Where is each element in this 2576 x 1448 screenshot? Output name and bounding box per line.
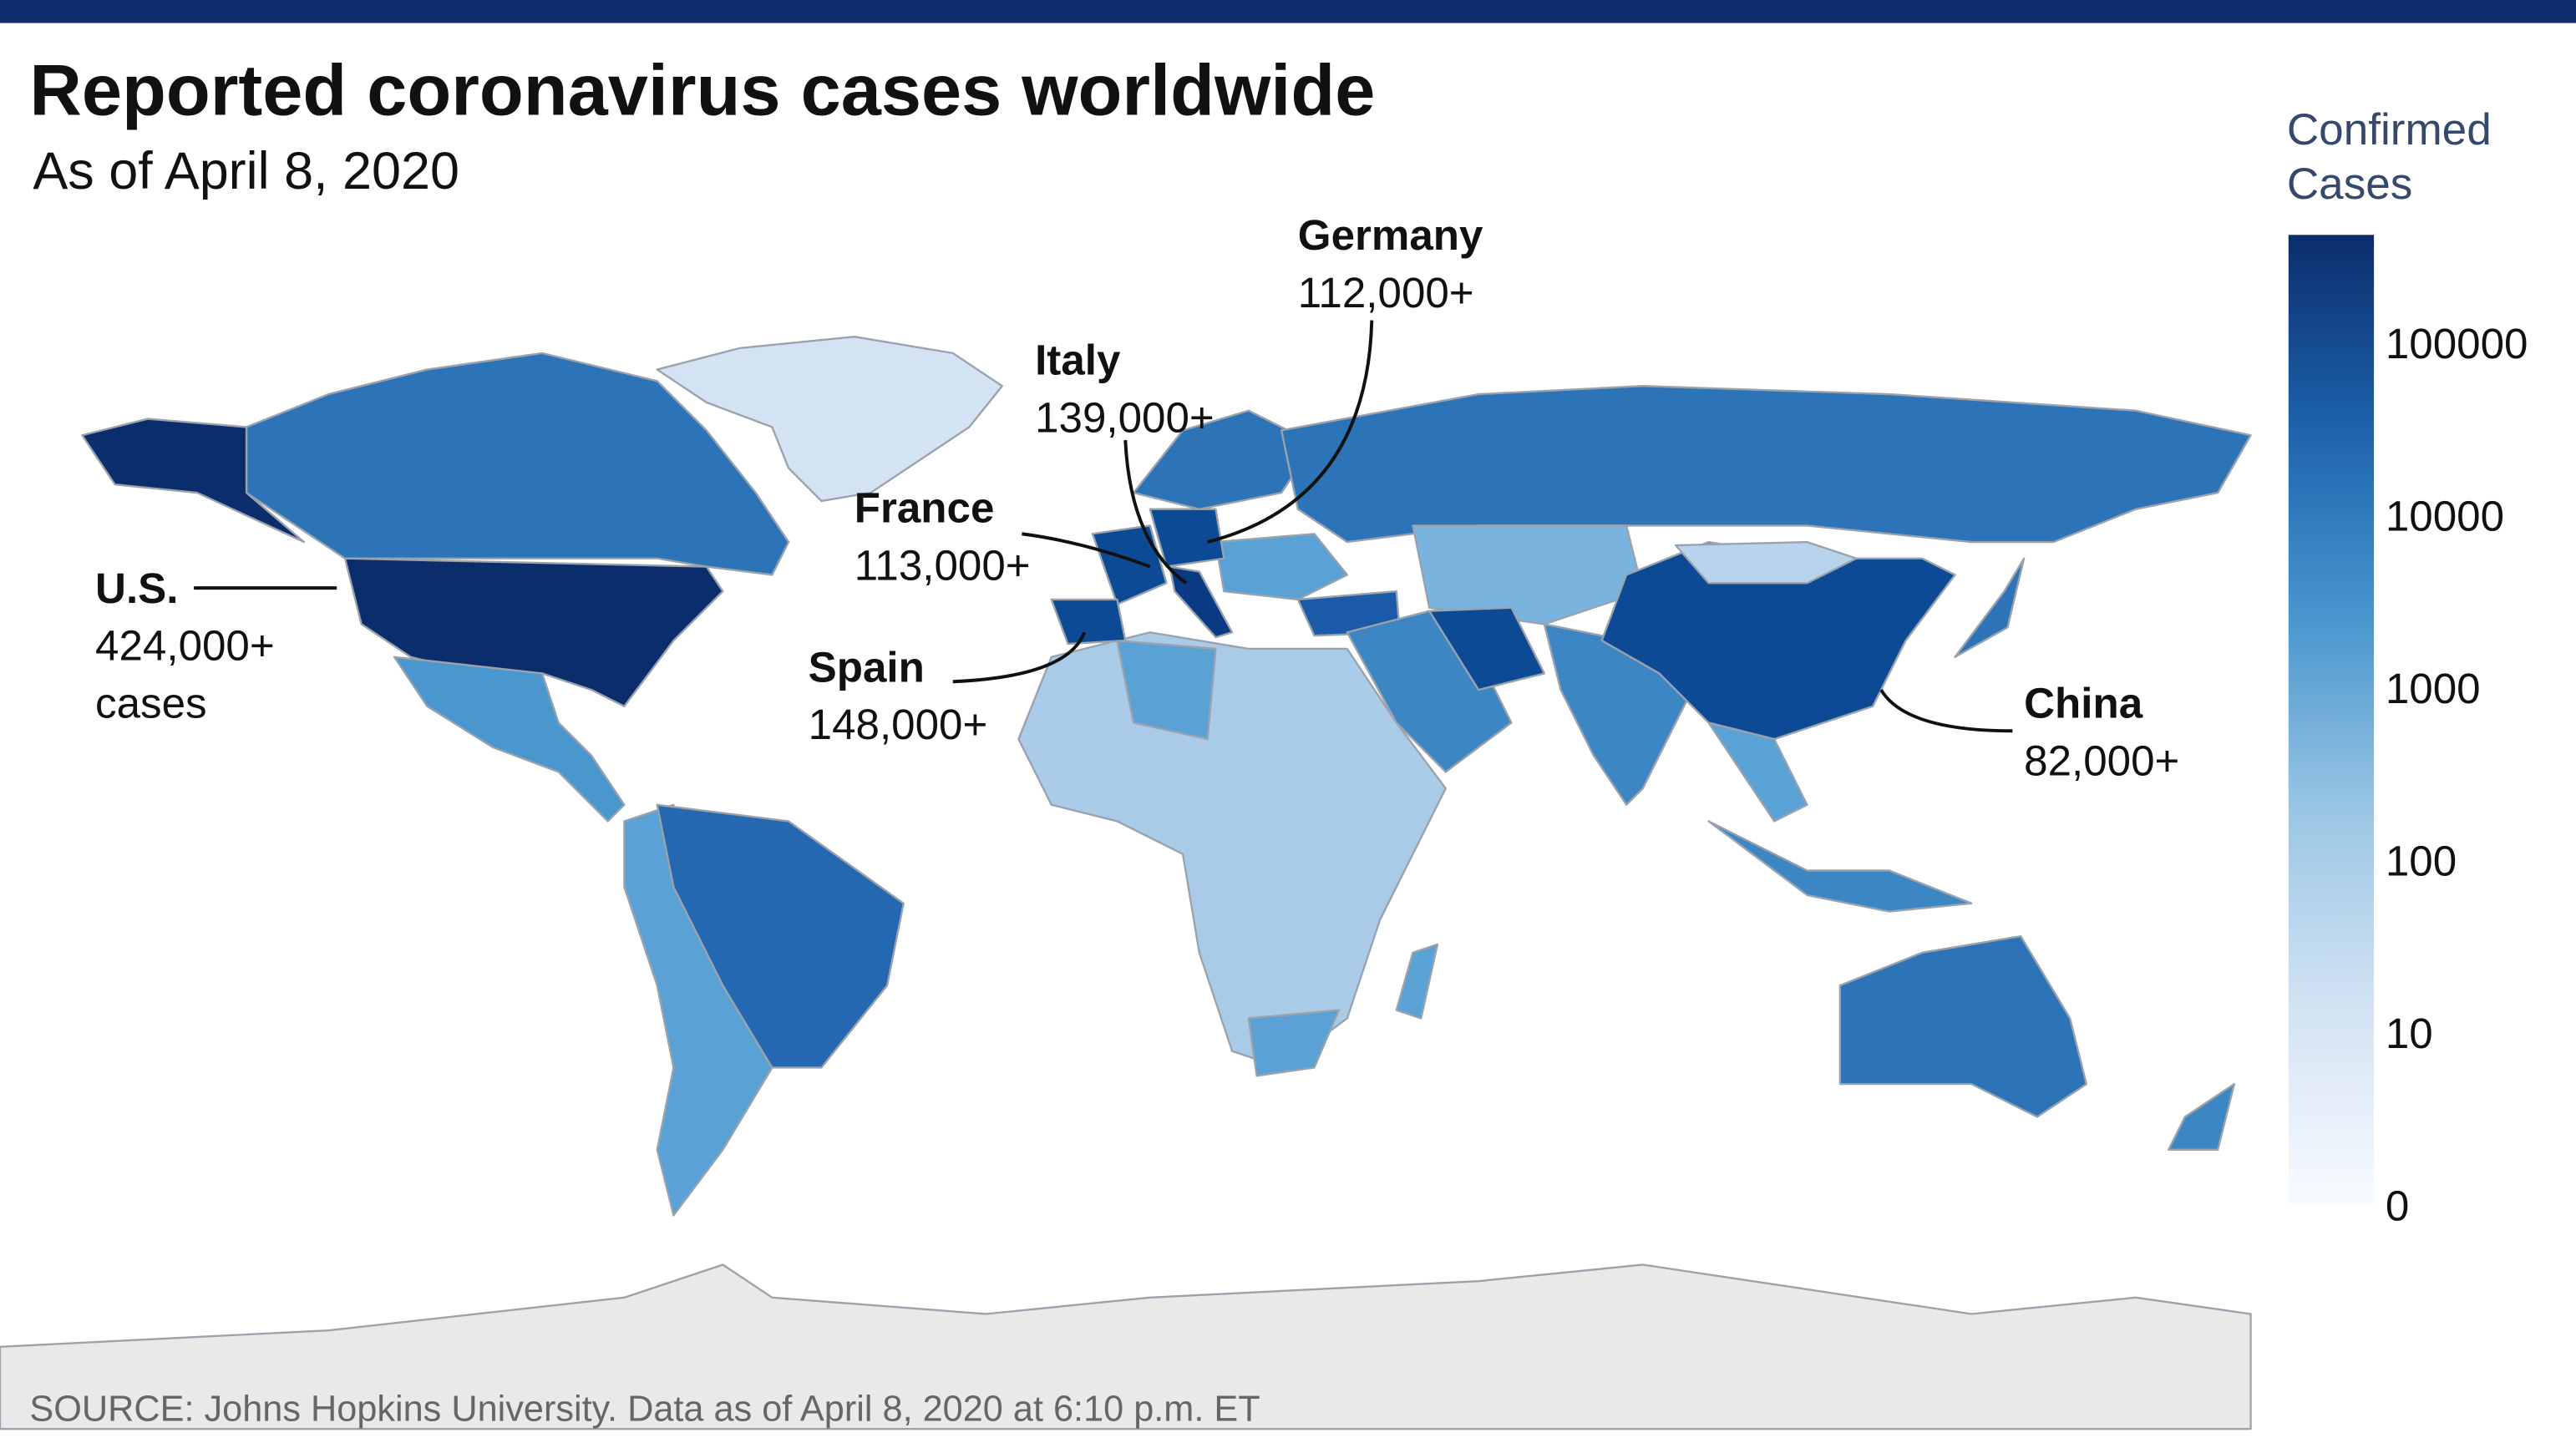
top-bar bbox=[0, 0, 2576, 23]
annotation-value: 113,000+ bbox=[854, 541, 1031, 589]
color-bar bbox=[2288, 235, 2375, 1204]
source: SOURCE: Johns Hopkins University. Data a… bbox=[29, 1389, 1260, 1429]
leader-line bbox=[1879, 689, 2013, 733]
annotation-label: Spain bbox=[809, 643, 925, 691]
australia bbox=[1838, 934, 2088, 1118]
annotation-note: cases bbox=[95, 680, 207, 727]
legend-title: Confirmed bbox=[2287, 105, 2492, 154]
southeast-asia bbox=[1707, 721, 1808, 823]
annotation-value: 82,000+ bbox=[2024, 737, 2179, 784]
annotations: U.S. 424,000+ cases Spain 148,000+ Italy 139,0… bbox=[95, 211, 2179, 784]
eastern-europe bbox=[1214, 533, 1348, 601]
spain bbox=[1050, 598, 1127, 646]
world-map bbox=[0, 336, 2252, 1430]
leader-line bbox=[1207, 320, 1374, 544]
antarctica bbox=[0, 1263, 2252, 1430]
annotation-value: 148,000+ bbox=[809, 701, 988, 748]
legend-ticks: 0 10 100 1000 10000 100000 bbox=[2386, 320, 2528, 1230]
leader-line bbox=[1123, 440, 1188, 585]
annotation-label: France bbox=[854, 484, 995, 531]
leader-line bbox=[1022, 532, 1151, 569]
africa bbox=[1017, 631, 1447, 1069]
mexico-central-america bbox=[393, 656, 626, 823]
usa bbox=[343, 557, 724, 707]
annotation-value: 139,000+ bbox=[1035, 393, 1214, 441]
leader-lines bbox=[194, 320, 2013, 733]
subtitle: As of April 8, 2020 bbox=[33, 142, 459, 200]
iran bbox=[1427, 606, 1546, 691]
greenland bbox=[656, 336, 1003, 503]
france bbox=[1091, 524, 1168, 605]
legend-tick-label: 100 bbox=[2386, 837, 2457, 884]
legend-tick-label: 10 bbox=[2386, 1010, 2433, 1057]
central-asia bbox=[1412, 524, 1645, 625]
leader-line bbox=[952, 631, 1086, 684]
legend-tick-label: 1000 bbox=[2386, 665, 2481, 712]
title: Reported coronavirus cases worldwide bbox=[29, 51, 1375, 131]
annotation-label: Italy bbox=[1035, 336, 1121, 383]
japan bbox=[1954, 557, 2026, 658]
new-zealand bbox=[2168, 1082, 2236, 1151]
annotation-label: China bbox=[2024, 680, 2143, 727]
south-africa bbox=[1247, 1009, 1341, 1077]
legend-title: Cases bbox=[2287, 159, 2413, 209]
annotation-value: 424,000+ bbox=[95, 622, 275, 670]
italy bbox=[1169, 565, 1234, 639]
annotation-label: U.S. bbox=[95, 565, 178, 612]
legend-tick-label: 10000 bbox=[2386, 492, 2504, 539]
canada bbox=[245, 352, 790, 576]
annotation-value: 112,000+ bbox=[1298, 269, 1474, 316]
indonesia bbox=[1707, 820, 1973, 913]
alaska bbox=[81, 418, 306, 544]
brazil bbox=[656, 803, 905, 1069]
algeria bbox=[1116, 639, 1217, 741]
legend-tick-label: 100000 bbox=[2386, 320, 2528, 367]
mongolia bbox=[1674, 540, 1858, 585]
annotation-label: Germany bbox=[1298, 211, 1483, 259]
germany bbox=[1149, 508, 1225, 568]
legend-tick-label: 0 bbox=[2386, 1182, 2409, 1229]
madagascar bbox=[1395, 943, 1439, 1020]
russia bbox=[1280, 385, 2252, 544]
